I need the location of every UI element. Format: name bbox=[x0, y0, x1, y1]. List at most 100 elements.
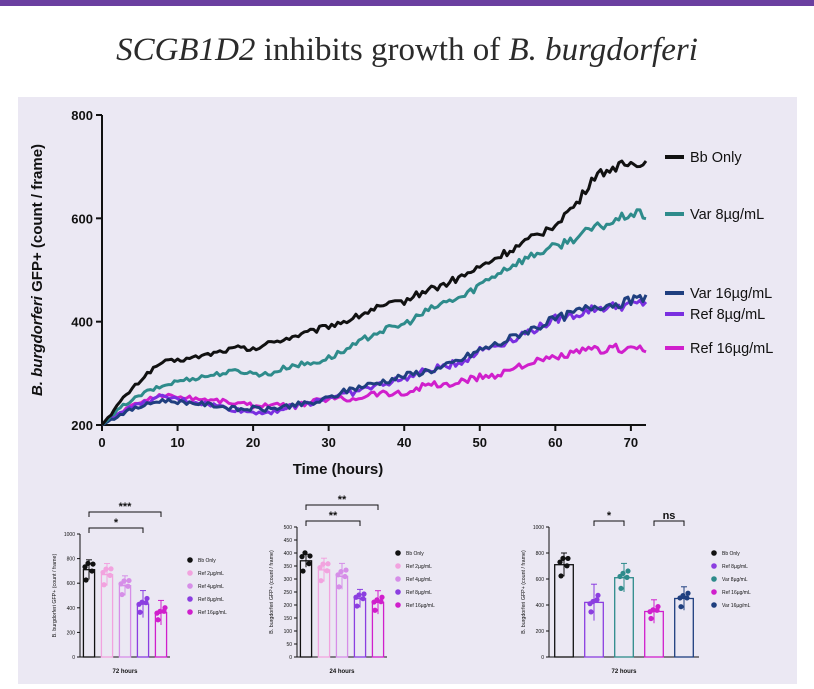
data-point bbox=[356, 592, 362, 598]
bar-legend-label: Var 16µg/mL bbox=[722, 603, 751, 609]
main-x-tick-label: 10 bbox=[170, 435, 184, 450]
main-x-tick-label: 20 bbox=[246, 435, 260, 450]
data-point bbox=[618, 585, 624, 592]
data-point bbox=[338, 568, 344, 575]
data-point bbox=[374, 597, 380, 603]
significance-bracket bbox=[653, 520, 685, 526]
data-point bbox=[137, 609, 143, 615]
data-point bbox=[558, 573, 564, 579]
bar-legend-marker bbox=[187, 583, 193, 589]
legend-label: Var 16µg/mL bbox=[690, 286, 772, 302]
bar-legend-marker bbox=[187, 557, 193, 563]
top-accent-bar bbox=[0, 0, 814, 6]
main-y-label-species: B. burgdorferi bbox=[29, 295, 46, 396]
bar-legend-marker bbox=[711, 589, 717, 595]
data-point bbox=[162, 605, 168, 611]
bar-y-axis-label: B. burgdorferi GFP+ (count / frame) bbox=[269, 550, 275, 634]
series-line-4 bbox=[101, 342, 647, 427]
bar-y-tick-label: 250 bbox=[284, 590, 293, 596]
bar-y-tick-label: 100 bbox=[284, 629, 293, 635]
data-point bbox=[625, 568, 631, 574]
bar-legend-label: Ref 8µg/mL bbox=[722, 564, 748, 570]
data-point bbox=[82, 564, 88, 570]
data-point bbox=[139, 599, 145, 605]
bar-x-axis-label: 72 hours bbox=[112, 669, 138, 675]
significance-bracket bbox=[305, 504, 379, 510]
data-point bbox=[302, 550, 308, 556]
data-point bbox=[107, 572, 113, 578]
bar-legend-label: Ref 8µg/mL bbox=[198, 597, 224, 603]
data-point bbox=[361, 591, 367, 597]
main-x-tick-label: 40 bbox=[397, 435, 411, 450]
data-point bbox=[121, 578, 127, 584]
bar-y-tick-label: 150 bbox=[284, 616, 293, 622]
data-point bbox=[100, 569, 106, 576]
data-point bbox=[360, 596, 366, 602]
data-point bbox=[648, 615, 654, 622]
bar bbox=[299, 560, 313, 658]
data-point bbox=[103, 566, 109, 572]
data-point bbox=[90, 561, 96, 567]
bar-y-tick-label: 200 bbox=[284, 603, 293, 609]
bar-legend-marker bbox=[395, 576, 401, 582]
data-point bbox=[325, 561, 331, 567]
figure-panel: 200 400 600 800 0 10 20 30 40 50 60 70 Time (hours… bbox=[18, 97, 797, 684]
bar-legend-label: Var 8µg/mL bbox=[722, 577, 748, 583]
bar-y-tick-label: 350 bbox=[284, 564, 293, 570]
bar-legend-marker bbox=[711, 563, 717, 569]
bar bbox=[82, 569, 96, 658]
bar-y-tick-label: 1000 bbox=[533, 525, 544, 531]
bar-legend-label: Bb Only bbox=[722, 551, 740, 557]
main-y-tick-label: 400 bbox=[71, 315, 93, 330]
data-point bbox=[650, 607, 656, 613]
data-point bbox=[126, 577, 132, 584]
bar-y-tick-label: 300 bbox=[284, 577, 293, 583]
bar-legend-marker bbox=[395, 589, 401, 595]
bar-legend-label: Ref 16µg/mL bbox=[722, 590, 751, 596]
bar-legend-label: Ref 4µg/mL bbox=[198, 584, 224, 590]
data-point bbox=[590, 598, 596, 605]
bar-y-tick-label: 200 bbox=[536, 629, 545, 635]
main-legend: Bb Only Var 8µg/mL Var 16µg/mL Ref 8µg/mL Re… bbox=[665, 150, 773, 357]
bar-legend-label: Ref 2µg/mL bbox=[406, 564, 432, 570]
significance-label: ** bbox=[338, 494, 347, 506]
bar-legend-marker bbox=[187, 596, 193, 602]
data-point bbox=[655, 604, 661, 610]
bar-y-tick-label: 600 bbox=[536, 577, 545, 583]
main-y-tick-label: 600 bbox=[71, 211, 93, 226]
data-point bbox=[307, 553, 313, 559]
data-point bbox=[564, 563, 570, 569]
data-point bbox=[101, 582, 107, 588]
main-x-tick-label: 30 bbox=[321, 435, 335, 450]
main-y-tick-label: 200 bbox=[71, 418, 93, 433]
significance-label: * bbox=[114, 517, 119, 529]
bar-y-axis-label: B. burgdorferi GFP+ (count / frame) bbox=[52, 554, 58, 638]
main-x-tick-label: 70 bbox=[624, 435, 638, 450]
main-line-chart: 200 400 600 800 0 10 20 30 40 50 60 70 Time (hours… bbox=[29, 108, 773, 478]
bar-legend-label: Bb Only bbox=[406, 551, 424, 557]
bar-legend-marker bbox=[711, 602, 717, 608]
data-point bbox=[595, 592, 601, 598]
data-point bbox=[125, 583, 131, 589]
bar-legend-marker bbox=[395, 550, 401, 556]
bar-chart-1: 0 200 400 600 800 1000 B. burgdorferi GFP+ (co… bbox=[52, 501, 227, 675]
data-point bbox=[680, 592, 686, 599]
bar-y-tick-label: 50 bbox=[286, 642, 292, 648]
bar bbox=[554, 564, 574, 658]
data-point bbox=[119, 591, 125, 598]
data-point bbox=[83, 577, 89, 583]
bar-chart-3: 0 200 400 600 800 1000 B. burgdorferi GFP+ (co… bbox=[521, 510, 751, 675]
bar-y-tick-label: 400 bbox=[284, 551, 293, 557]
bar-legend-marker bbox=[187, 609, 193, 615]
bar-x-axis-label: 72 hours bbox=[611, 669, 637, 675]
bar-legend-marker bbox=[395, 563, 401, 569]
legend-label: Var 8µg/mL bbox=[690, 207, 764, 223]
significance-label: * bbox=[607, 510, 612, 522]
main-y-label-unit: GFP+ (count / frame) bbox=[29, 144, 46, 296]
bar-legend-marker bbox=[711, 550, 717, 556]
significance-bracket bbox=[305, 520, 361, 526]
bar-legend-label: Ref 16µg/mL bbox=[198, 610, 227, 616]
data-point bbox=[379, 594, 385, 600]
bar-y-axis-label: B. burgdorferi GFP+ (count / frame) bbox=[521, 550, 527, 634]
data-point bbox=[143, 600, 149, 606]
